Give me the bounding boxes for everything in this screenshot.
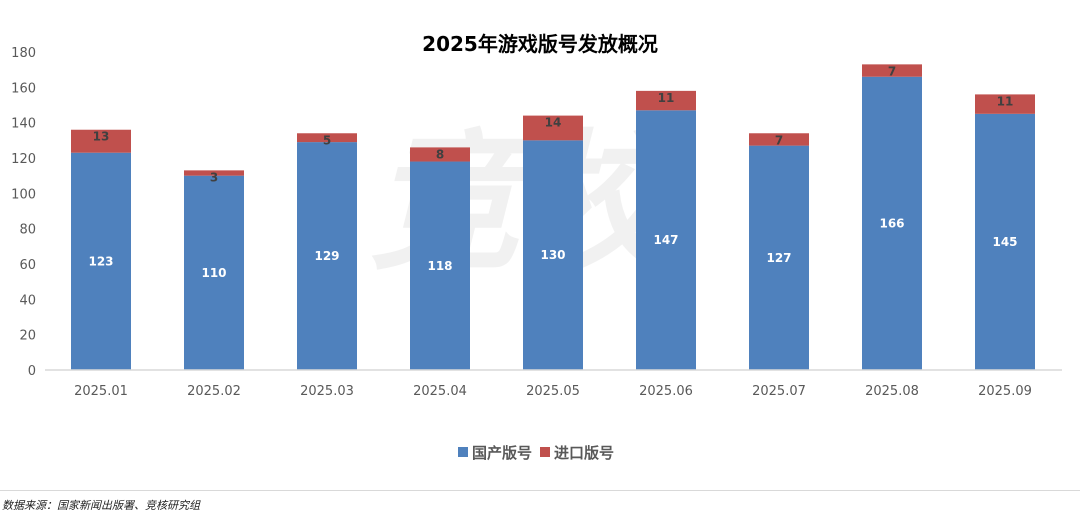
- bar-segment-imported: [410, 147, 470, 162]
- data-label: 110: [201, 266, 226, 280]
- bar-segment-domestic: [862, 76, 922, 370]
- data-label: 11: [658, 91, 675, 105]
- data-label: 129: [314, 249, 339, 263]
- data-label: 147: [653, 233, 678, 247]
- x-tick-label: 2025.05: [526, 384, 580, 399]
- data-label: 127: [766, 251, 791, 265]
- y-tick-label: 40: [19, 293, 36, 308]
- data-label: 5: [323, 133, 331, 147]
- data-label: 145: [992, 235, 1017, 249]
- legend-swatch: [540, 447, 550, 457]
- legend-label: 进口版号: [554, 444, 614, 462]
- data-label: 3: [210, 170, 218, 184]
- bar-segment-imported: [749, 133, 809, 146]
- x-tick-label: 2025.03: [300, 384, 354, 399]
- bar-segment-imported: [184, 170, 244, 176]
- source-note: 数据来源：国家新闻出版署、竞核研究组: [2, 499, 200, 512]
- bar-segment-domestic: [297, 142, 357, 370]
- x-tick-label: 2025.04: [413, 384, 467, 399]
- x-tick-label: 2025.09: [978, 384, 1032, 399]
- chart-title: 2025年游戏版号发放概况: [422, 32, 658, 56]
- divider: [0, 490, 1080, 491]
- bar-segment-domestic: [410, 161, 470, 370]
- y-tick-label: 100: [11, 187, 36, 202]
- x-tick-label: 2025.07: [752, 384, 806, 399]
- x-tick-label: 2025.06: [639, 384, 693, 399]
- data-label: 130: [540, 248, 565, 262]
- bar-segment-domestic: [71, 152, 131, 370]
- data-label: 123: [88, 254, 113, 268]
- data-label: 118: [427, 259, 452, 273]
- y-tick-label: 60: [19, 258, 36, 273]
- y-tick-label: 20: [19, 329, 36, 344]
- stacked-bar-chart: 竞校 2025年游戏版号发放概况 02040608010012014016018…: [11, 32, 1062, 462]
- legend-label: 国产版号: [472, 444, 532, 462]
- x-tick-label: 2025.02: [187, 384, 241, 399]
- bar-segment-imported: [71, 129, 131, 153]
- y-tick-label: 180: [11, 46, 36, 61]
- bar-segment-domestic: [975, 113, 1035, 370]
- data-label: 7: [888, 64, 896, 78]
- bar-segment-imported: [975, 94, 1035, 114]
- bar-segment-imported: [297, 133, 357, 143]
- data-label: 11: [997, 94, 1014, 108]
- bar-segment-domestic: [749, 145, 809, 370]
- y-tick-label: 0: [28, 364, 36, 379]
- y-tick-label: 160: [11, 81, 36, 96]
- bar-segment-imported: [862, 64, 922, 77]
- data-label: 166: [879, 216, 904, 230]
- legend-swatch: [458, 447, 468, 457]
- data-label: 13: [93, 130, 110, 144]
- x-tick-label: 2025.08: [865, 384, 919, 399]
- y-tick-label: 80: [19, 223, 36, 238]
- data-label: 14: [545, 116, 562, 130]
- bar-segment-domestic: [523, 140, 583, 370]
- bar-segment-imported: [636, 90, 696, 111]
- x-tick-label: 2025.01: [74, 384, 128, 399]
- bar-segment-domestic: [184, 175, 244, 370]
- bar-segment-imported: [523, 115, 583, 141]
- data-label: 7: [775, 133, 783, 147]
- bar-segment-domestic: [636, 110, 696, 371]
- y-tick-label: 120: [11, 152, 36, 167]
- data-label: 8: [436, 147, 444, 161]
- y-tick-label: 140: [11, 117, 36, 132]
